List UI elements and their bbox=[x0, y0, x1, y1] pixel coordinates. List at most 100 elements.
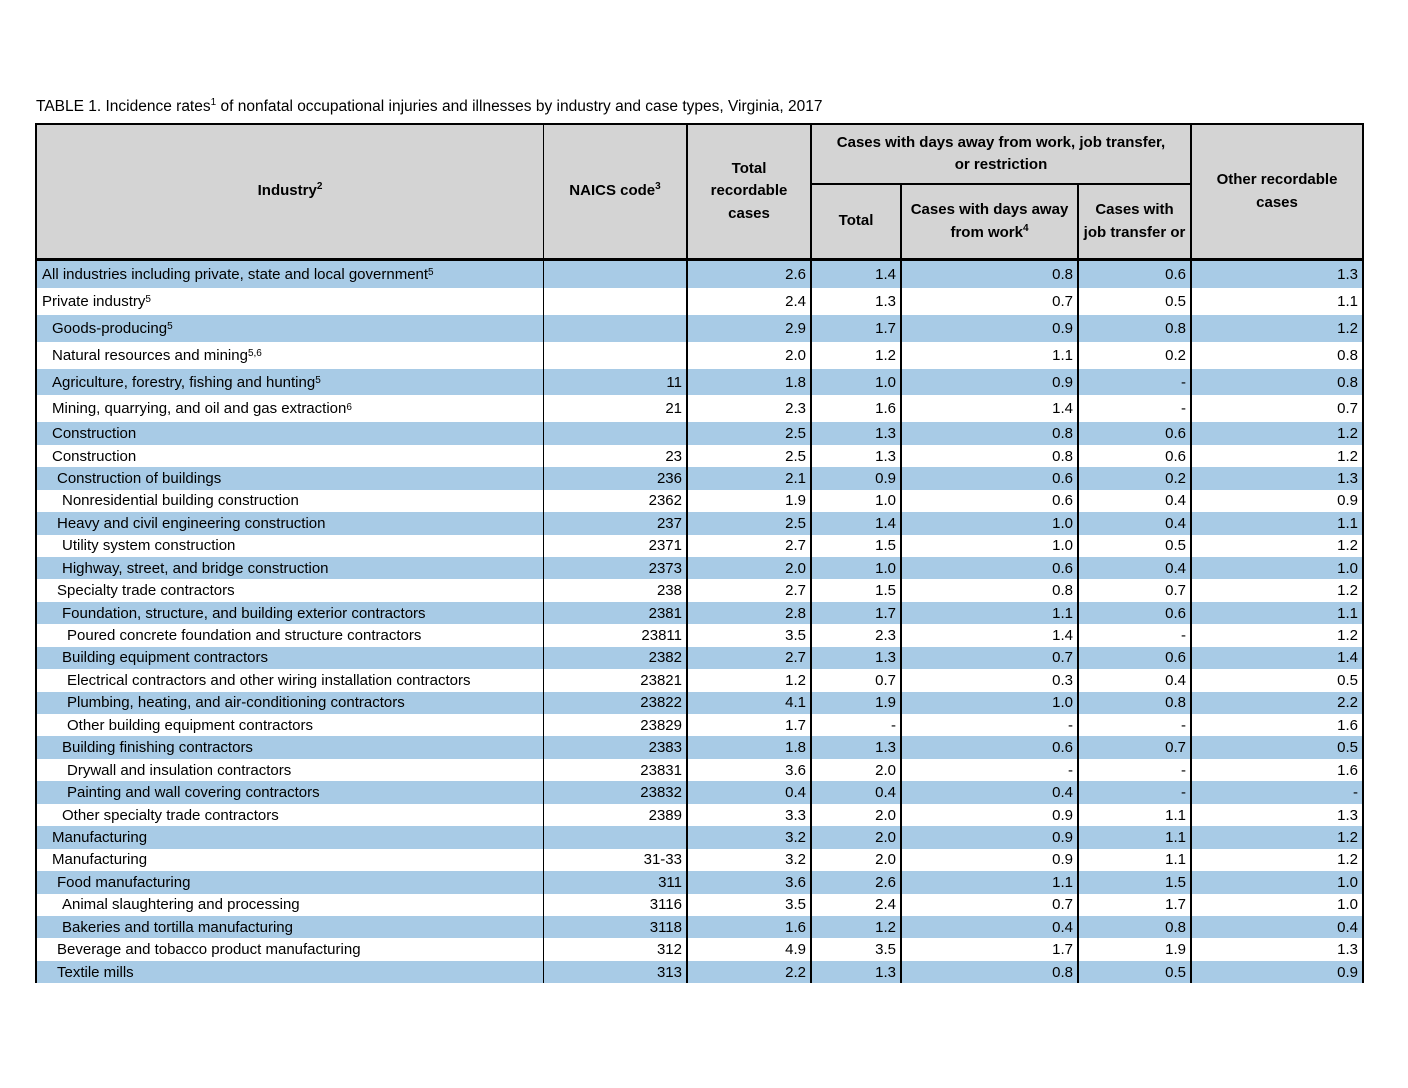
other-recordable-cases-cell: 1.1 bbox=[1190, 512, 1362, 535]
cases-job-transfer-cell: 0.2 bbox=[1077, 341, 1190, 369]
table-row: All industries including private, state … bbox=[37, 261, 1362, 288]
industry-name-cell: Bakeries and tortilla manufacturing bbox=[62, 918, 293, 936]
naics-code-cell: 11 bbox=[543, 368, 686, 396]
total-cell: 2.0 bbox=[810, 826, 900, 849]
other-recordable-cases-cell: 1.2 bbox=[1190, 314, 1362, 342]
other-recordable-cases-cell: 1.2 bbox=[1190, 422, 1362, 445]
total-recordable-cases-cell: 3.5 bbox=[686, 624, 810, 647]
naics-code-cell: 2383 bbox=[543, 736, 686, 759]
naics-code-cell: 2362 bbox=[543, 489, 686, 513]
table-row: Electrical contractors and other wiring … bbox=[37, 669, 1362, 692]
table-title: TABLE 1. Incidence rates1 of nonfatal oc… bbox=[36, 97, 823, 116]
other-recordable-cases-cell: 1.1 bbox=[1190, 601, 1362, 625]
other-recordable-cases-cell: 1.2 bbox=[1190, 444, 1362, 468]
table-header: Industry2 NAICS code3 Total recordable c… bbox=[37, 125, 1362, 261]
total-cell: 1.3 bbox=[810, 422, 900, 445]
naics-code-cell: 3116 bbox=[543, 893, 686, 916]
cases-days-away-cell: 0.6 bbox=[900, 467, 1077, 490]
cases-job-transfer-cell: 0.6 bbox=[1077, 261, 1190, 288]
industry-name-cell: Plumbing, heating, and air-conditioning … bbox=[67, 694, 405, 712]
naics-code-cell: 238 bbox=[543, 579, 686, 602]
table-row: Manufacturing 31-33 3.2 2.0 0.9 1.1 1.2 bbox=[37, 848, 1362, 872]
naics-code-cell: 236 bbox=[543, 467, 686, 490]
naics-code-cell bbox=[543, 314, 686, 342]
col-header-naics-code: NAICS code3 bbox=[543, 125, 686, 258]
cases-days-away-cell: 0.8 bbox=[900, 579, 1077, 602]
naics-code-cell: 23832 bbox=[543, 781, 686, 804]
cases-job-transfer-cell: 0.2 bbox=[1077, 467, 1190, 490]
total-cell: 2.0 bbox=[810, 803, 900, 827]
total-recordable-cases-cell: 2.6 bbox=[686, 261, 810, 288]
total-recordable-cases-cell: 2.8 bbox=[686, 601, 810, 625]
total-recordable-cases-cell: 3.6 bbox=[686, 758, 810, 782]
naics-code-cell: 23829 bbox=[543, 714, 686, 737]
total-recordable-cases-cell: 1.8 bbox=[686, 368, 810, 396]
industry-name-cell: Natural resources and mining 5,6 bbox=[52, 346, 262, 364]
cases-days-away-cell: 0.9 bbox=[900, 848, 1077, 872]
total-cell: 1.3 bbox=[810, 287, 900, 315]
cases-job-transfer-cell: 0.8 bbox=[1077, 691, 1190, 715]
total-recordable-cases-cell: 1.7 bbox=[686, 714, 810, 737]
industry-name-cell: Other specialty trade contractors bbox=[62, 806, 279, 824]
cases-job-transfer-cell: 0.6 bbox=[1077, 444, 1190, 468]
cases-days-away-cell: 0.8 bbox=[900, 261, 1077, 288]
naics-code-cell bbox=[543, 287, 686, 315]
total-cell: 0.9 bbox=[810, 467, 900, 490]
total-cell: 2.0 bbox=[810, 848, 900, 872]
total-cell: 1.7 bbox=[810, 314, 900, 342]
cases-job-transfer-cell: 0.6 bbox=[1077, 646, 1190, 670]
industry-name-cell: Construction bbox=[52, 425, 137, 443]
cases-days-away-cell: 0.6 bbox=[900, 736, 1077, 759]
cases-days-away-cell: 1.7 bbox=[900, 938, 1077, 961]
naics-code-cell: 31-33 bbox=[543, 848, 686, 872]
cases-days-away-cell: 1.4 bbox=[900, 624, 1077, 647]
industry-name-cell: Animal slaughtering and processing bbox=[62, 896, 300, 914]
other-recordable-cases-cell: 1.6 bbox=[1190, 714, 1362, 737]
table-row: Construction 2.5 1.3 0.8 0.6 1.2 bbox=[37, 422, 1362, 445]
col-header-total: Total bbox=[810, 185, 900, 258]
cases-job-transfer-cell: - bbox=[1077, 395, 1190, 423]
naics-code-cell: 2382 bbox=[543, 646, 686, 670]
cases-job-transfer-cell: 1.5 bbox=[1077, 871, 1190, 894]
cases-days-away-cell: 1.0 bbox=[900, 534, 1077, 557]
total-recordable-cases-cell: 1.2 bbox=[686, 669, 810, 692]
cases-days-away-cell: - bbox=[900, 758, 1077, 782]
table-row: Textile mills 313 2.2 1.3 0.8 0.5 0.9 bbox=[37, 960, 1362, 984]
table-row: Plumbing, heating, and air-conditioning … bbox=[37, 691, 1362, 715]
table-row: Specialty trade contractors 238 2.7 1.5 0.8 0… bbox=[37, 579, 1362, 602]
other-recordable-cases-cell: - bbox=[1190, 781, 1362, 804]
cases-days-away-cell: 0.9 bbox=[900, 826, 1077, 849]
table-row: Drywall and insulation contractors 23831 3… bbox=[37, 758, 1362, 782]
total-recordable-cases-cell: 3.2 bbox=[686, 826, 810, 849]
table-body: All industries including private, state … bbox=[37, 261, 1362, 984]
total-cell: 2.3 bbox=[810, 624, 900, 647]
other-recordable-cases-cell: 1.2 bbox=[1190, 534, 1362, 557]
industry-name-cell: Textile mills bbox=[57, 963, 134, 981]
cases-days-away-cell: 1.0 bbox=[900, 512, 1077, 535]
total-recordable-cases-cell: 2.5 bbox=[686, 512, 810, 535]
naics-code-cell: 237 bbox=[543, 512, 686, 535]
cases-job-transfer-cell: 0.4 bbox=[1077, 489, 1190, 513]
total-recordable-cases-cell: 0.4 bbox=[686, 781, 810, 804]
other-recordable-cases-cell: 0.5 bbox=[1190, 669, 1362, 692]
total-cell: 0.4 bbox=[810, 781, 900, 804]
cases-job-transfer-cell: 0.4 bbox=[1077, 556, 1190, 580]
other-recordable-cases-cell: 0.8 bbox=[1190, 341, 1362, 369]
col-header-cases-job-transfer: Cases with job transfer or bbox=[1077, 185, 1190, 258]
other-recordable-cases-cell: 1.4 bbox=[1190, 646, 1362, 670]
total-cell: 1.3 bbox=[810, 736, 900, 759]
total-recordable-cases-cell: 3.6 bbox=[686, 871, 810, 894]
table-row: Food manufacturing 311 3.6 2.6 1.1 1.5 1.0 bbox=[37, 871, 1362, 894]
cases-days-away-cell: - bbox=[900, 714, 1077, 737]
cases-job-transfer-cell: - bbox=[1077, 624, 1190, 647]
other-recordable-cases-cell: 0.8 bbox=[1190, 368, 1362, 396]
naics-code-cell: 2381 bbox=[543, 601, 686, 625]
cases-days-away-cell: 1.0 bbox=[900, 691, 1077, 715]
table-row: Highway, street, and bridge construction… bbox=[37, 556, 1362, 580]
table-row: Utility system construction 2371 2.7 1.5 1.0… bbox=[37, 534, 1362, 557]
industry-name-cell: Goods-producing 5 bbox=[52, 319, 173, 337]
industry-name-cell: Highway, street, and bridge construction bbox=[62, 559, 329, 577]
naics-code-cell bbox=[543, 341, 686, 369]
naics-code-cell: 3118 bbox=[543, 915, 686, 939]
other-recordable-cases-cell: 1.3 bbox=[1190, 261, 1362, 288]
